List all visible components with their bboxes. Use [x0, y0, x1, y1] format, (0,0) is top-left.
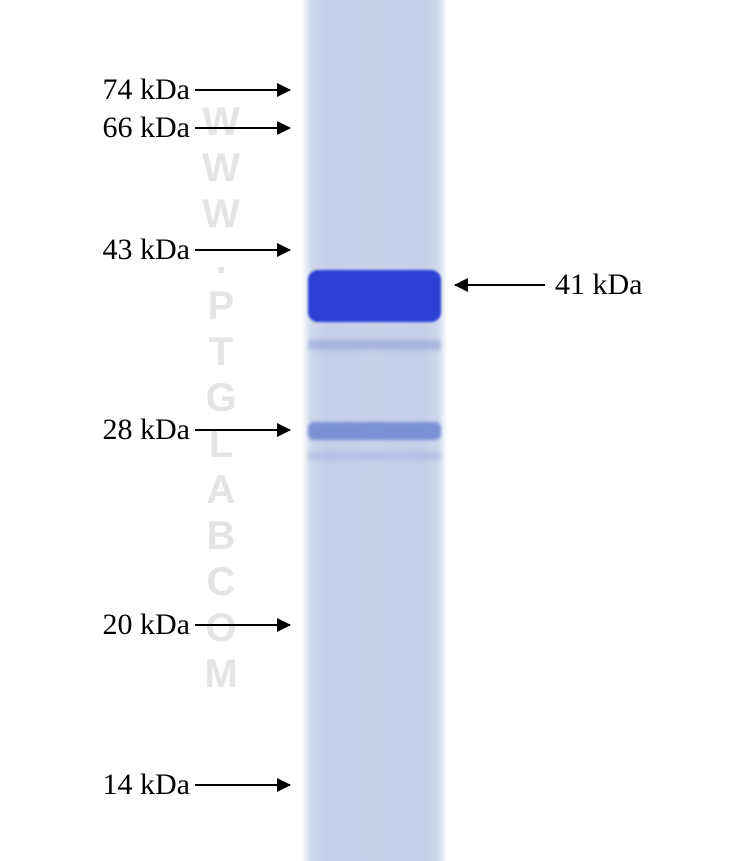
- marker-arrow: [195, 429, 290, 431]
- marker-label: 14 kDa: [75, 770, 190, 800]
- gel-band: [308, 422, 441, 440]
- marker-label: 43 kDa: [75, 235, 190, 265]
- marker-arrow: [195, 127, 290, 129]
- gel-figure: WWW.PTGLABCOM 74 kDa 66 kDa 43 kDa 28 kDa 20…: [0, 0, 740, 861]
- marker-label: 66 kDa: [75, 113, 190, 143]
- result-label: 41 kDa: [555, 270, 642, 300]
- marker-arrow: [195, 89, 290, 91]
- marker-arrow: [195, 249, 290, 251]
- marker-label: 28 kDa: [75, 415, 190, 445]
- watermark-text: WWW.PTGLABCOM: [198, 100, 243, 698]
- gel-band: [308, 340, 441, 350]
- gel-band: [308, 270, 441, 322]
- marker-arrow: [195, 784, 290, 786]
- marker-label: 74 kDa: [75, 75, 190, 105]
- gel-lane: [302, 0, 447, 861]
- gel-band: [308, 452, 441, 460]
- result-arrow: [455, 284, 545, 286]
- marker-label: 20 kDa: [75, 610, 190, 640]
- marker-arrow: [195, 624, 290, 626]
